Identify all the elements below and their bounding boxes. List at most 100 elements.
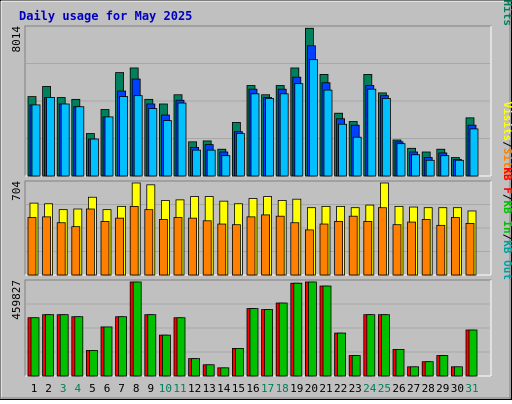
bar-kb-in-day-undefined: [264, 309, 274, 377]
bar-kb-in-day-undefined: [132, 281, 142, 377]
panel-kbytes-ymax-label: 459827: [10, 280, 23, 320]
bar-kb-in-day-undefined: [380, 314, 390, 377]
bar-pages-day-5: [90, 138, 99, 177]
panel-kbytes-legend-part-4: KB Out: [501, 240, 512, 280]
x-tick-label-day-12: 12: [188, 382, 201, 395]
panel-hits-ymax-label: 8014: [10, 26, 23, 53]
x-tick-label-day-9: 9: [147, 382, 154, 395]
bar-pages-day-21: [323, 89, 333, 177]
bar-kb-in-day-undefined: [351, 355, 361, 377]
x-axis-day-labels: 1 2 3 4 5 6 7 8 9 10 11 12 13 14 15 16 17 18 19 20 21 22 23 24 2…: [31, 382, 479, 395]
bar-sites-day-undefined: [275, 215, 285, 276]
bar-sites-day-undefined: [144, 209, 154, 276]
bar-pages-day-15: [235, 133, 245, 177]
panel-visits-legend-part-1: /: [501, 141, 512, 148]
x-tick-label-day-4: 4: [74, 382, 81, 395]
bar-sites-day-undefined: [450, 217, 460, 276]
bar-kb-in-day-undefined: [30, 317, 40, 377]
bar-sites-day-undefined: [56, 222, 66, 276]
bar-kb-in-day-undefined: [205, 364, 215, 377]
panel-visits-ymax-label: 704: [10, 181, 23, 201]
bar-kb-in-day-undefined: [366, 314, 376, 377]
bar-pages-day-9: [148, 108, 158, 177]
bar-sites-day-undefined: [202, 220, 212, 276]
x-tick-label-day-16: 16: [246, 382, 259, 395]
bar-kb-in-day-undefined: [337, 332, 347, 377]
bar-pages-day-8: [133, 95, 143, 177]
bar-pages-day-7: [119, 96, 128, 177]
bar-pages-day-16: [250, 93, 260, 177]
bar-pages-day-22: [338, 123, 348, 177]
bar-kb-in-day-undefined: [45, 314, 54, 377]
bar-sites-day-undefined: [334, 221, 344, 276]
bar-sites-day-undefined: [348, 215, 358, 276]
bar-pages-day-18: [279, 93, 289, 177]
bar-pages-day-14: [221, 155, 231, 177]
bar-kb-in-day-undefined: [147, 314, 157, 377]
bar-pages-day-23: [352, 136, 362, 177]
x-tick-label-day-13: 13: [203, 382, 216, 395]
bar-sites-day-undefined: [173, 217, 183, 276]
x-tick-label-day-25: 25: [378, 382, 391, 395]
x-tick-label-day-7: 7: [118, 382, 125, 395]
bar-sites-day-undefined: [304, 229, 314, 276]
bar-pages-day-24: [367, 88, 377, 177]
bar-kb-in-day-undefined: [191, 358, 201, 377]
bar-kb-in-day-undefined: [278, 302, 288, 377]
panel-kbytes-legend: KB F/KB In/KB Out: [501, 167, 512, 280]
x-tick-label-day-14: 14: [217, 382, 231, 395]
bar-kb-in-day-undefined: [103, 326, 113, 377]
x-tick-label-day-28: 28: [422, 382, 435, 395]
panel-kbytes-legend-part-0: KB F: [501, 167, 512, 194]
bar-pages-day-28: [425, 159, 435, 177]
bar-sites-day-undefined: [363, 221, 373, 276]
bar-pages-day-2: [46, 97, 55, 177]
x-tick-label-day-5: 5: [89, 382, 96, 395]
x-tick-label-day-8: 8: [133, 382, 140, 395]
x-tick-label-day-18: 18: [276, 382, 289, 395]
bar-sites-day-undefined: [392, 224, 402, 276]
bar-kb-in-day-undefined: [249, 308, 259, 377]
bar-kb-in-day-undefined: [293, 282, 303, 377]
x-tick-label-day-27: 27: [407, 382, 420, 395]
bar-pages-day-11: [177, 102, 187, 177]
x-tick-label-day-1: 1: [31, 382, 38, 395]
bar-pages-day-12: [192, 149, 202, 177]
bar-pages-day-3: [60, 103, 70, 177]
x-tick-label-day-15: 15: [232, 382, 245, 395]
bar-sites-day-undefined: [465, 222, 475, 276]
bar-kb-in-day-undefined: [322, 285, 332, 377]
chart-title: Daily usage for May 2025: [19, 9, 192, 23]
x-tick-label-day-21: 21: [319, 382, 332, 395]
bar-sites-day-undefined: [217, 223, 227, 276]
bar-pages-day-26: [396, 143, 406, 177]
bar-pages-day-1: [31, 104, 41, 177]
x-tick-label-day-2: 2: [45, 382, 52, 395]
x-tick-label-day-24: 24: [363, 382, 377, 395]
bar-sites-day-undefined: [261, 214, 271, 276]
bar-pages-day-30: [454, 159, 464, 177]
bar-sites-day-undefined: [231, 224, 241, 276]
bar-sites-day-undefined: [86, 208, 95, 276]
x-tick-label-day-29: 29: [436, 382, 449, 395]
bar-sites-day-undefined: [129, 205, 139, 276]
bar-kb-in-day-undefined: [307, 281, 317, 377]
bar-sites-day-undefined: [188, 217, 198, 276]
x-tick-label-day-3: 3: [60, 382, 67, 395]
bar-sites-day-undefined: [115, 217, 124, 276]
panel-hits-legend-part-4: Hits: [501, 0, 512, 26]
bar-pages-day-17: [265, 98, 275, 177]
panel-kbytes-legend-part-2: KB In: [501, 201, 512, 234]
panel-visits-bars: [27, 182, 477, 276]
bar-sites-day-undefined: [407, 221, 417, 276]
bar-sites-day-undefined: [71, 226, 81, 276]
panel-visits-legend-part-0: Visits: [501, 102, 512, 142]
x-tick-label-day-23: 23: [349, 382, 362, 395]
bar-pages-day-19: [294, 83, 304, 177]
bar-sites-day-undefined: [377, 207, 387, 276]
x-tick-label-day-17: 17: [261, 382, 274, 395]
x-tick-label-day-26: 26: [392, 382, 405, 395]
panel-kbytes-legend-part-1: /: [501, 194, 512, 201]
x-tick-label-day-20: 20: [305, 382, 318, 395]
bar-kb-in-day-undefined: [118, 316, 127, 377]
